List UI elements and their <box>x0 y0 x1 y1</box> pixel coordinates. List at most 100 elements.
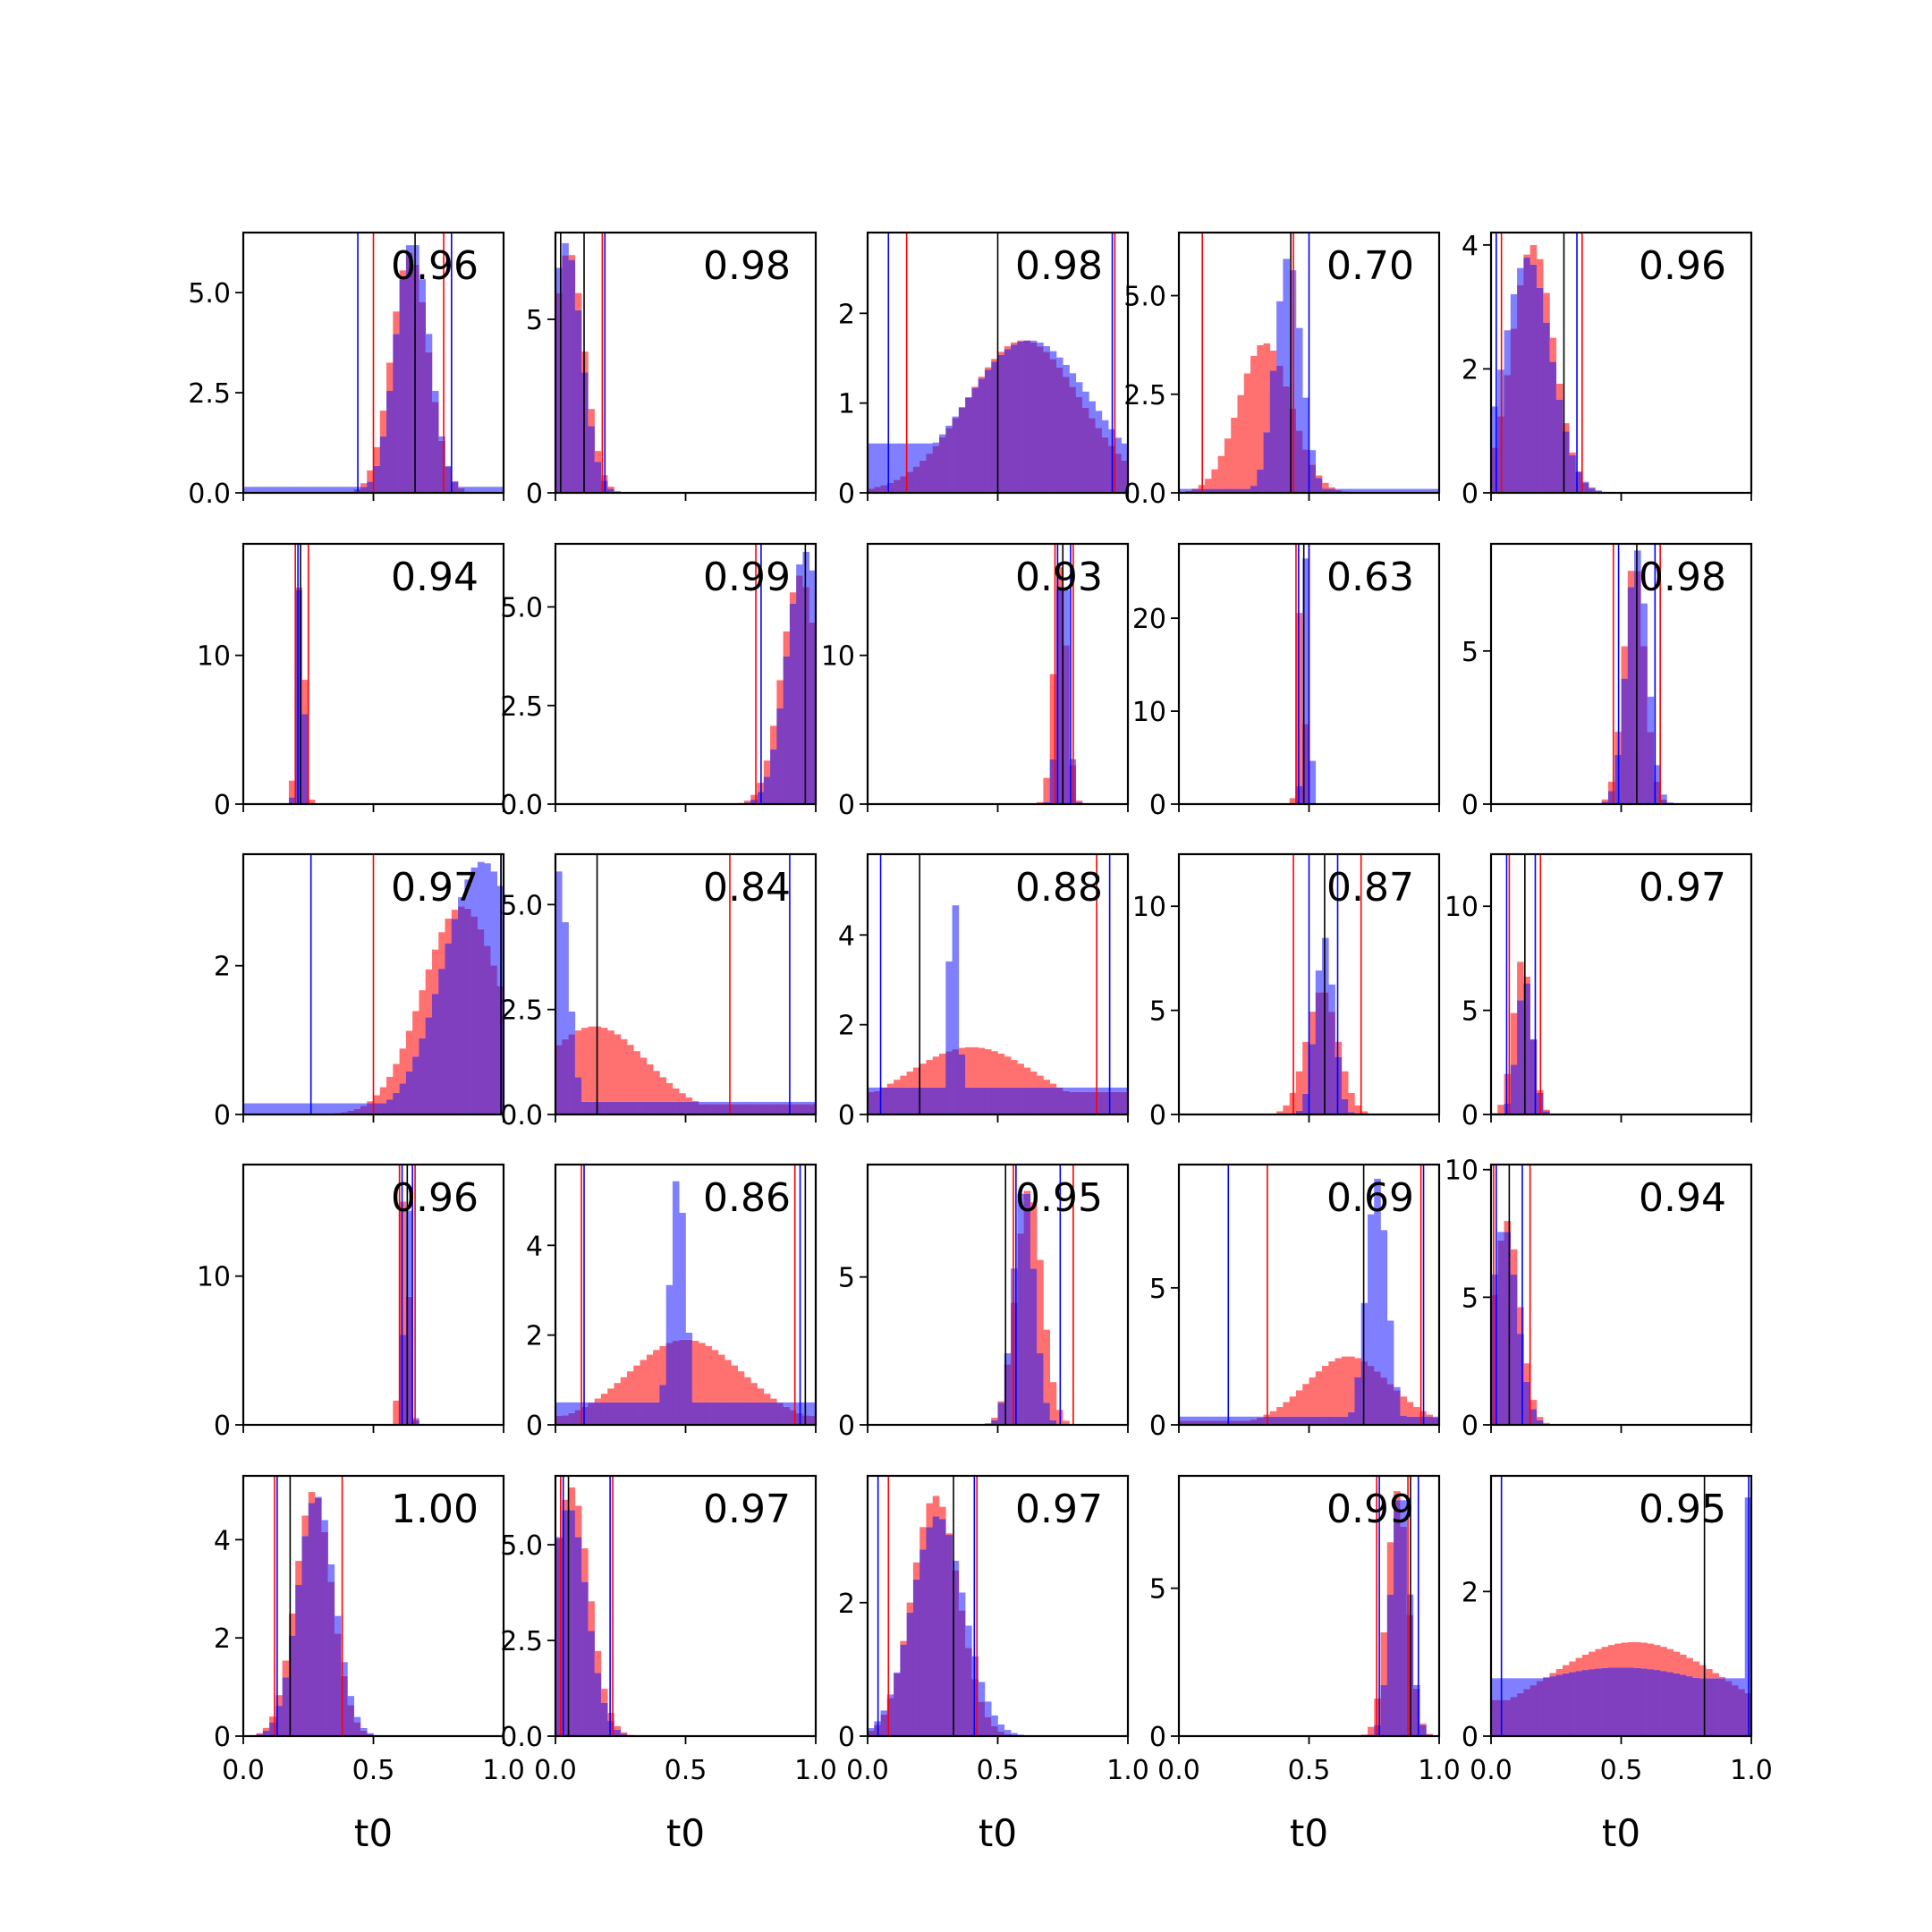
red-bar <box>386 362 394 392</box>
overlap-bar <box>1023 340 1031 493</box>
y-tick-label: 10 <box>1445 892 1479 923</box>
blue-bar <box>1724 1678 1733 1682</box>
red-bar <box>308 800 316 804</box>
overlap-bar <box>1354 1377 1361 1425</box>
red-bar <box>1666 1648 1674 1673</box>
blue-bar <box>952 1560 960 1571</box>
blue-bar <box>568 1011 576 1035</box>
overlap-bar <box>581 1101 589 1114</box>
overlap-bar <box>939 1519 946 1736</box>
blue-bar <box>868 1087 875 1092</box>
overlap-bar <box>653 1402 660 1425</box>
overlap-bar <box>1322 1416 1329 1425</box>
overlap-bar <box>1049 1087 1057 1114</box>
overlap-bar <box>594 1673 602 1736</box>
red-bar <box>886 1083 894 1088</box>
overlap-bar <box>1412 1688 1420 1736</box>
blue-bar <box>1063 589 1070 646</box>
overlap-bar <box>607 1402 614 1425</box>
red-bar <box>770 725 777 750</box>
overlap-bar <box>659 1101 666 1114</box>
red-bar <box>1263 343 1271 433</box>
overlap-bar <box>425 352 433 493</box>
overlap-bar <box>295 589 302 804</box>
red-bar <box>627 1371 634 1402</box>
red-bar <box>1523 976 1530 984</box>
overlap-bar <box>1348 1112 1355 1114</box>
red-bar <box>1569 1661 1576 1673</box>
y-tick-label: 0 <box>1462 1411 1479 1442</box>
blue-bar <box>1011 1733 1018 1736</box>
overlap-bar <box>379 436 387 493</box>
overlap-bar <box>1504 1103 1512 1114</box>
red-bar <box>412 1011 419 1057</box>
overlap-bar <box>1491 447 1498 493</box>
panel-score: 0.84 <box>703 865 791 911</box>
red-bar <box>1510 1013 1518 1065</box>
blue-bar <box>1322 937 1329 993</box>
red-bar <box>1063 1420 1070 1425</box>
blue-bar <box>880 1710 888 1715</box>
overlap-bar <box>431 402 439 493</box>
overlap-bar <box>1543 1111 1550 1114</box>
overlap-bar <box>1237 488 1245 493</box>
overlap-bar <box>562 1510 569 1736</box>
blue-bar <box>1530 1678 1538 1686</box>
overlap-bar <box>1004 349 1012 493</box>
blue-bar <box>1394 488 1401 493</box>
overlap-bar <box>1341 1416 1349 1425</box>
overlap-bar <box>614 1101 622 1114</box>
panel-score: 0.97 <box>703 1487 791 1532</box>
blue-bar <box>347 487 354 492</box>
blue-bar <box>809 1101 817 1105</box>
overlap-bar <box>1004 1087 1012 1114</box>
overlap-bar <box>1095 1091 1103 1114</box>
overlap-bar <box>555 292 563 493</box>
overlap-bar <box>926 1087 934 1114</box>
red-bar <box>1627 1641 1635 1668</box>
overlap-bar <box>984 1087 992 1114</box>
overlap-bar <box>360 1106 368 1114</box>
overlap-bar <box>1049 359 1057 493</box>
y-tick-label: 2 <box>214 1623 231 1655</box>
red-bar <box>620 1732 628 1734</box>
red-bar <box>1295 613 1303 786</box>
blue-bar <box>321 487 328 493</box>
red-bar <box>301 680 309 715</box>
y-tick-label: 5 <box>1462 996 1479 1028</box>
panel-score: 0.97 <box>1015 1487 1103 1532</box>
blue-bar <box>1367 1214 1375 1367</box>
blue-bar <box>1732 1678 1739 1686</box>
red-bar <box>1335 1041 1343 1057</box>
overlap-bar <box>868 488 875 493</box>
blue-bar <box>327 1103 335 1114</box>
blue-bar <box>256 1103 264 1114</box>
blue-bar <box>301 487 309 493</box>
red-bar <box>711 1350 719 1402</box>
panel-score: 0.70 <box>1326 243 1414 289</box>
x-tick-label: 0.0 <box>534 1755 577 1786</box>
red-bar <box>1309 1012 1317 1045</box>
overlap-bar <box>1211 488 1218 493</box>
overlap-bar <box>770 1402 777 1425</box>
overlap-bar <box>1114 1091 1123 1114</box>
red-bar <box>1589 1651 1596 1670</box>
overlap-bar <box>900 1087 907 1114</box>
overlap-bar <box>1601 1667 1609 1736</box>
blue-bar <box>1121 1087 1129 1092</box>
blue-bar <box>262 487 270 493</box>
red-bar <box>1049 1083 1057 1088</box>
overlap-bar <box>1237 1420 1245 1425</box>
blue-bar <box>1660 794 1667 800</box>
red-bar <box>1563 1665 1570 1674</box>
red-bar <box>1555 384 1563 400</box>
blue-bar <box>743 1101 751 1105</box>
blue-bar <box>282 1103 290 1114</box>
y-tick-label: 4 <box>214 1525 231 1556</box>
overlap-bar <box>1198 1420 1206 1425</box>
overlap-bar <box>1712 1678 1719 1736</box>
x-tick-label: 1.0 <box>1418 1755 1461 1786</box>
overlap-bar <box>952 1570 960 1736</box>
red-bar <box>438 932 445 970</box>
